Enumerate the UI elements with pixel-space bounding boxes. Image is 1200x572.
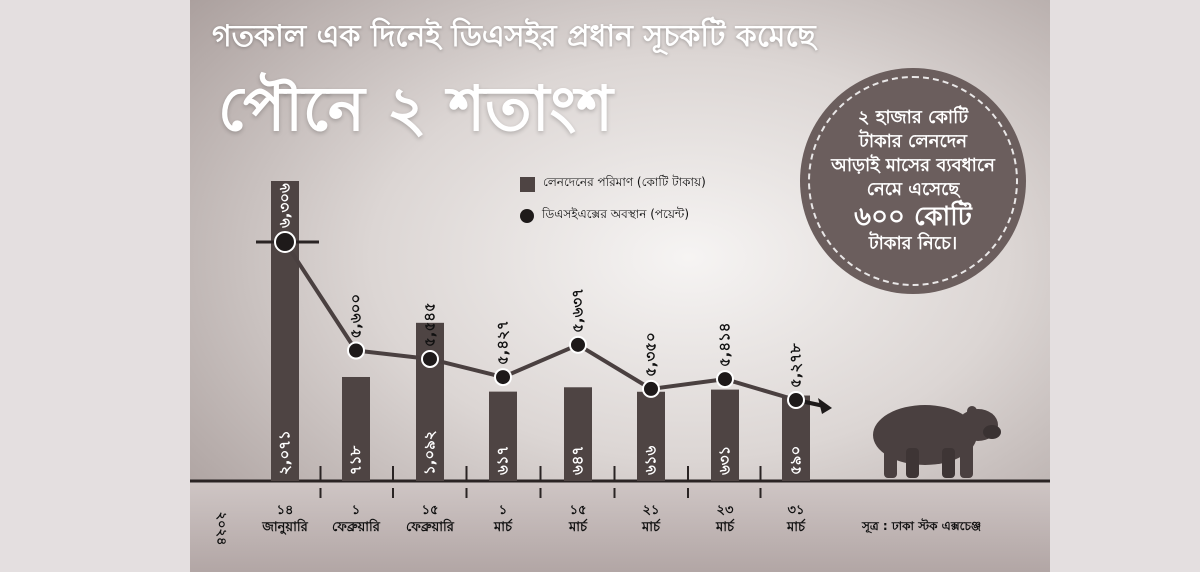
headline-main: পৌনে ২ শতাংশ — [218, 72, 613, 145]
legend-item-bars: লেনদেনের পরিমাণ (কোটি টাকায়) — [520, 174, 706, 194]
x-tick-label: ১ ফেব্রুয়ারি — [316, 502, 396, 536]
x-tick-label: ২৩ মার্চ — [685, 502, 765, 536]
source-label: সূত্র : ঢাকা স্টক এক্সচেঞ্জ — [862, 519, 982, 533]
x-tick-month: মার্চ — [786, 520, 805, 535]
bear-part — [960, 442, 973, 478]
index-line — [283, 240, 797, 402]
x-tick-day: ১৫ — [421, 503, 439, 518]
legend-bar-swatch — [520, 176, 535, 192]
bar-value-label: ৭১৮ — [347, 446, 365, 475]
point-value-label: ৫,৫৪৫ — [421, 302, 439, 347]
point-value-label: ৫,৪২৭ — [494, 320, 512, 365]
x-tick-day: ২১ — [642, 503, 660, 518]
bear-part — [942, 448, 955, 478]
bar-value-label: ১,০৯২ — [421, 430, 439, 475]
data-bar — [489, 391, 517, 481]
index-point — [274, 231, 296, 253]
data-bar — [416, 322, 444, 481]
x-tick-day: ১ — [351, 503, 361, 518]
bar-value-label: ৬৪৭ — [569, 446, 587, 475]
legend-item-points: ডিএসইএক্সের অবস্থান (পয়েন্ট) — [520, 206, 706, 226]
point-value-label: ৫,৬৩৭ — [569, 288, 587, 333]
bear-illustration — [873, 405, 1001, 478]
bar-value-label: ৬১৭ — [494, 446, 512, 475]
bar-value-label: ৬১৬ — [642, 446, 660, 475]
bar-value-label: ৬৩১ — [716, 446, 734, 475]
x-axis-band — [190, 481, 1050, 572]
index-point — [787, 391, 805, 409]
index-point — [347, 341, 365, 360]
point-value-label: ৫,২৭৮ — [787, 343, 805, 388]
bear-part — [967, 406, 977, 416]
point-value-label: ৫,৬০০ — [347, 294, 365, 339]
x-tick-label: ২১ মার্চ — [611, 502, 691, 536]
bar-value-label: ৫৯০ — [787, 446, 805, 475]
data-bar — [782, 395, 810, 481]
x-tick-label: ১ মার্চ — [463, 502, 543, 536]
index-point — [642, 379, 660, 398]
point-value-label: ৬,৩০৬ — [276, 183, 294, 228]
bear-part — [884, 445, 897, 478]
x-tick-month: ফেব্রুয়ারি — [332, 520, 380, 535]
point-value-label: ৫,৪১৪ — [716, 322, 734, 367]
chart-svg: ২,০৭১ ৭১৮ ১,০৯২ ৬১৭ ৬৪৭ ৬১৬ ৬৩১ ৫৯০ ৬,৩০৬ ৫,৬০০ ৫,… — [190, 181, 1050, 498]
x-tick-label: ১৫ মার্চ — [538, 502, 618, 536]
trend-arrow-head — [818, 398, 832, 414]
data-bar — [637, 391, 665, 481]
x-tick-month: জানুয়ারি — [262, 520, 308, 535]
index-point — [569, 335, 587, 354]
bar-value-label: ২,০৭১ — [276, 430, 294, 475]
infographic-panel: গতকাল এক দিনেই ডিএসইর প্রধান সূচকটি কমেছ… — [190, 0, 1050, 572]
x-tick-label: ৩১ মার্চ — [756, 502, 836, 536]
x-tick-day: ১ — [498, 503, 508, 518]
x-tick-day: ৩১ — [787, 503, 805, 518]
x-tick-label: ১৫ ফেব্রুয়ারি — [390, 502, 470, 536]
data-bar — [564, 387, 592, 481]
bear-part — [906, 448, 919, 478]
x-tick-month: ফেব্রুয়ারি — [406, 520, 454, 535]
legend-bars-label: লেনদেনের পরিমাণ (কোটি টাকায়) — [543, 175, 706, 189]
x-tick-day: ১৫ — [569, 503, 587, 518]
bear-part — [983, 425, 1001, 439]
data-bar — [342, 376, 370, 481]
x-tick-month: মার্চ — [568, 520, 587, 535]
data-bar — [711, 389, 739, 481]
x-tick-day: ২৩ — [716, 503, 734, 518]
legend-point-marker — [520, 209, 534, 223]
legend: লেনদেনের পরিমাণ (কোটি টাকায়) ডিএসইএক্সে… — [520, 174, 706, 238]
index-point — [421, 349, 439, 368]
headline-top: গতকাল এক দিনেই ডিএসইর প্রধান সূচকটি কমেছ… — [212, 19, 816, 54]
x-tick-day: ১৪ — [276, 503, 294, 518]
callout-circle: ২ হাজার কোটি টাকার লেনদেন আড়াই মাসের ব্… — [800, 68, 1026, 294]
legend-points-label: ডিএসইএক্সের অবস্থান (পয়েন্ট) — [542, 207, 690, 221]
x-tick-month: মার্চ — [715, 520, 734, 535]
point-value-label: ৫,৩৫০ — [642, 332, 660, 377]
index-point — [494, 368, 512, 387]
index-point — [716, 370, 734, 389]
x-tick-label: ১৪ জানুয়ারি — [245, 502, 325, 536]
x-tick-month: মার্চ — [493, 520, 512, 535]
x-tick-month: মার্চ — [641, 520, 660, 535]
